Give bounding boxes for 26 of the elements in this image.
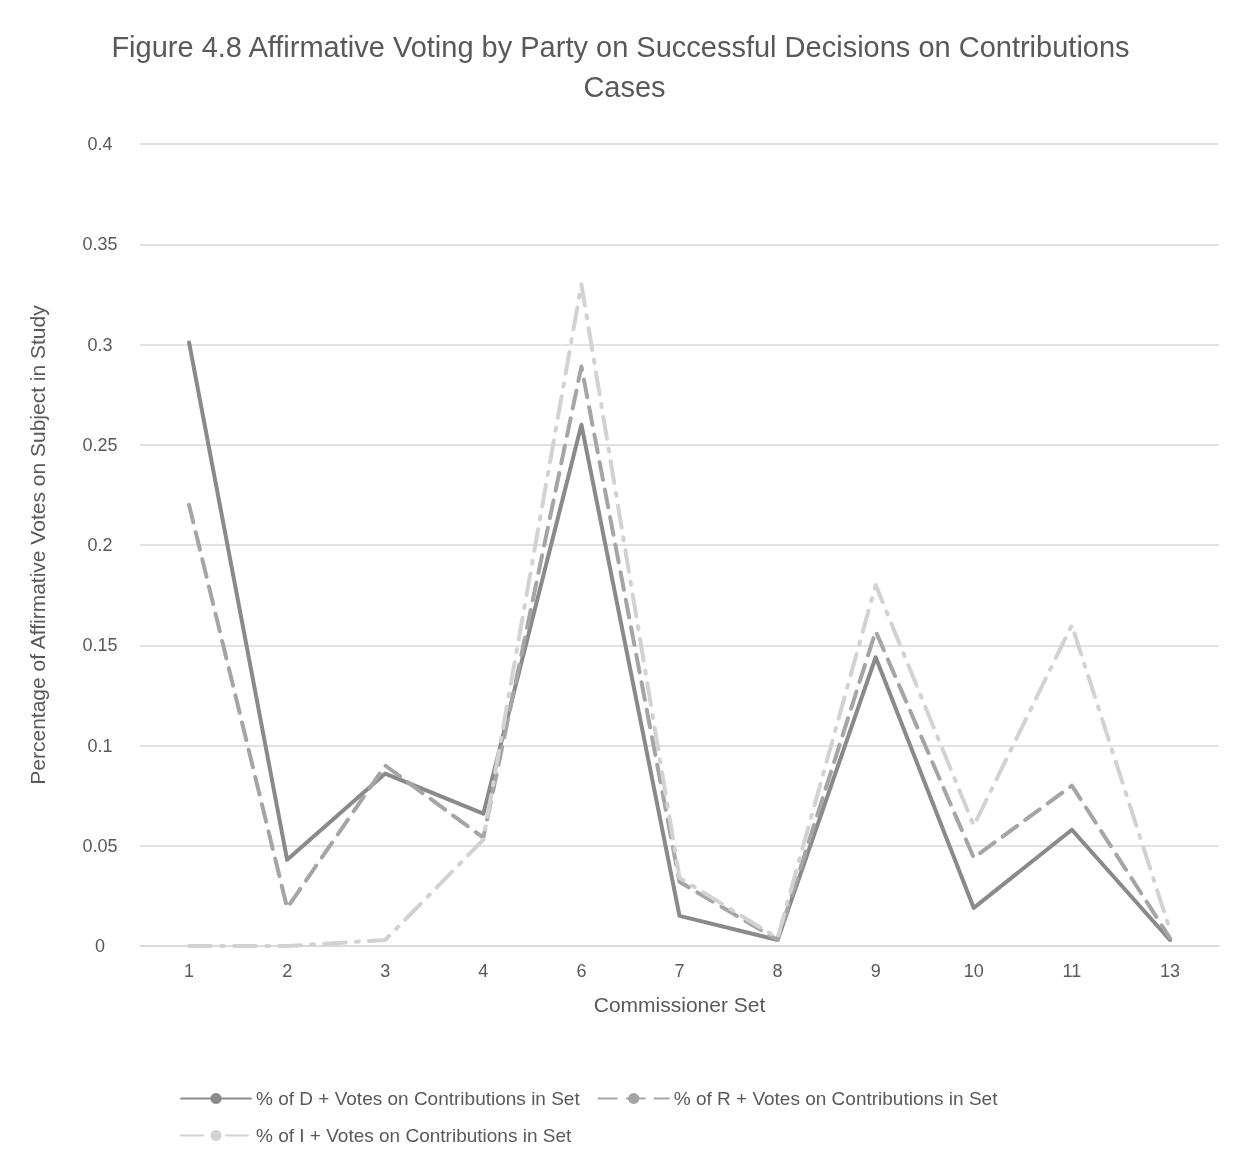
x-tick-label: 9: [870, 961, 881, 981]
legend-label: % of D + Votes on Contributions in Set: [256, 1088, 581, 1109]
x-tick-label: 3: [380, 961, 391, 981]
y-tick-label: 0.1: [87, 735, 113, 756]
y-tick-label: 0.05: [82, 835, 118, 856]
x-tick-label: 13: [1159, 961, 1180, 981]
x-tick-label: 11: [1062, 961, 1082, 981]
x-tick-label: 2: [282, 961, 293, 981]
y-tick-label: 0.3: [87, 334, 113, 355]
y-tick-label: 0: [94, 936, 106, 956]
y-tick-label: 0.2: [87, 535, 113, 555]
y-tick-label: 0.4: [87, 134, 113, 154]
x-tick-label: 8: [772, 961, 783, 981]
y-tick-label: 0.25: [82, 434, 118, 455]
chart-title: Figure 4.8 Affirmative Voting by Party on Successful Decisions on Contributions Cases: [111, 31, 1138, 103]
x-tick-label: 4: [478, 961, 489, 981]
x-axis-title: Commissioner Set: [593, 993, 766, 1016]
legend-label: % of I + Votes on Contributions in Set: [256, 1125, 572, 1146]
y-axis-title: Percentage of Affirmative Votes on Subject in Study: [26, 304, 49, 785]
x-tick-label: 7: [674, 961, 685, 981]
x-tick-label: 1: [184, 961, 195, 981]
legend-label: % of R + Votes on Contributions in Set: [673, 1088, 999, 1109]
x-tick-label: 10: [963, 961, 984, 981]
y-tick-label: 0.35: [82, 234, 118, 255]
x-tick-label: 6: [576, 961, 587, 981]
y-tick-label: 0.15: [82, 635, 118, 656]
